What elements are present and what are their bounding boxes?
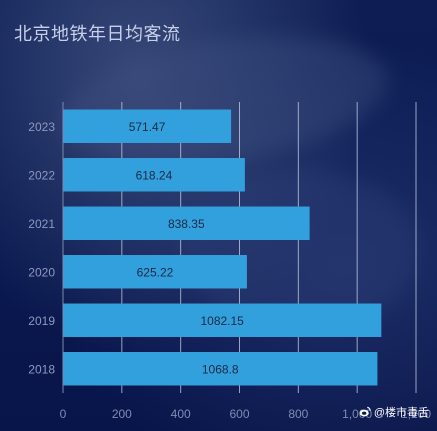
bar	[63, 303, 382, 337]
axis-layer: 0 200 400 600 800 1,000 1,20020232022202120202…	[28, 102, 431, 421]
x-tick-label: 0	[60, 407, 67, 421]
bar-value-label: 571.47	[129, 120, 166, 134]
bar-value-label: 1068.8	[202, 362, 239, 376]
bar-value-label: 618.24	[136, 168, 173, 182]
x-tick-label: 800	[288, 407, 308, 421]
y-tick-label: 2019	[28, 314, 55, 328]
watermark-text: @楼市毒舌	[373, 407, 429, 419]
x-tick-label: 1,200	[401, 407, 431, 421]
y-tick-label: 2020	[28, 265, 55, 279]
y-tick-label: 2023	[28, 120, 55, 134]
bar	[63, 352, 378, 386]
grid-layer	[121, 102, 417, 393]
y-tick-label: 2021	[28, 217, 55, 231]
weibo-icon	[359, 406, 371, 417]
bars-layer	[63, 109, 382, 386]
x-tick-label: 400	[171, 407, 191, 421]
chart-title: 北京地铁年日均客流	[14, 24, 181, 44]
x-tick-label: 600	[229, 407, 249, 421]
bar-value-label: 1082.15	[200, 314, 244, 328]
bar	[63, 158, 245, 192]
bar	[63, 206, 310, 240]
y-tick-label: 2022	[28, 168, 55, 182]
bar-value-label: 625.22	[137, 265, 174, 279]
labels-layer: 571.47 618.24 838.35 625.22 1082.15 1068.8	[129, 120, 244, 377]
x-tick-label: 200	[112, 407, 132, 421]
bar	[63, 109, 232, 143]
bar	[63, 255, 247, 289]
y-tick-label: 2018	[28, 362, 55, 376]
bar-value-label: 838.35	[168, 217, 205, 231]
background-photo-shape	[180, 170, 420, 330]
watermark: @楼市毒舌	[359, 404, 429, 420]
